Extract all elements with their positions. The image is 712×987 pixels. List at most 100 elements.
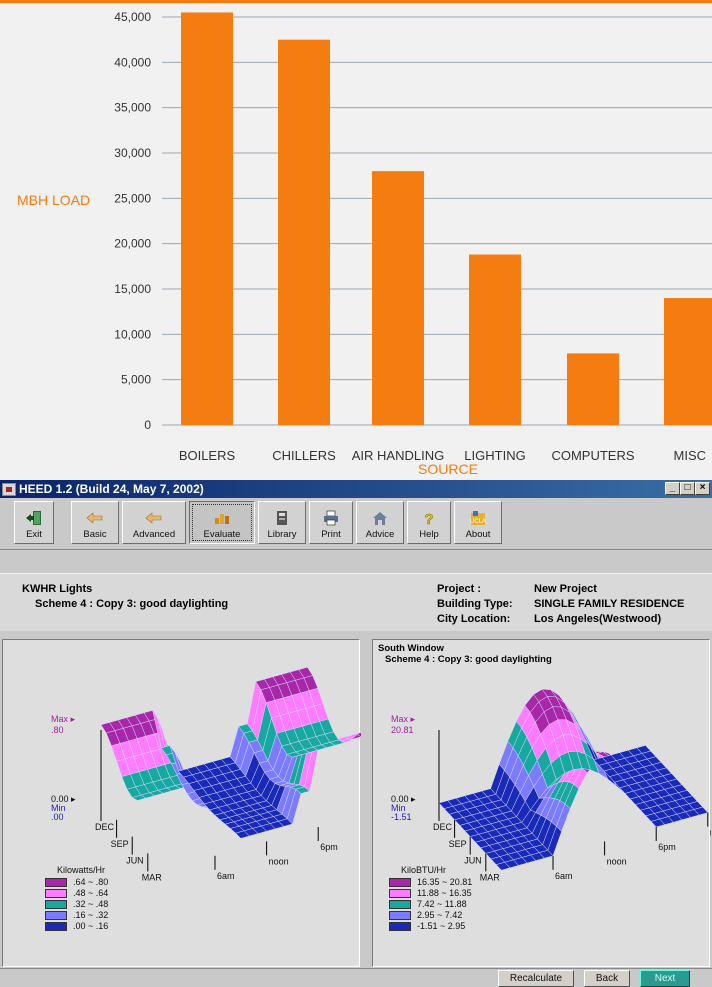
bar-boilers (181, 12, 233, 425)
y-tick-label: 5,000 (121, 373, 151, 387)
y-tick-label: 45,000 (114, 10, 151, 24)
project-value: New Project (534, 583, 597, 595)
x-tick-label: BOILERS (179, 448, 236, 463)
south-window-plot: South Window Scheme 4 : Copy 3: good day… (372, 639, 711, 967)
legend-range: .16 ~ .32 (73, 910, 109, 920)
recalculate-button[interactable]: Recalculate (498, 970, 574, 987)
y-tick-label: 25,000 (114, 191, 151, 205)
hour-label: 6pm (658, 842, 676, 852)
plot-scheme: Scheme 4 : Copy 3: good daylighting (385, 654, 552, 665)
help-button[interactable]: ? Help (407, 501, 451, 544)
legend-swatch (389, 922, 411, 931)
next-button[interactable]: Next (640, 970, 690, 987)
month-label: SEP (111, 839, 129, 849)
evaluate-button[interactable]: Evaluate (189, 501, 255, 544)
min-value: -1.51 (391, 812, 412, 822)
library-label: Library (267, 529, 297, 540)
heed-window: HEED 1.2 (Build 24, May 7, 2002) _ □ × E… (0, 480, 712, 987)
zero-value: 0.00 ▸ (51, 794, 76, 804)
min-label: Min (391, 803, 406, 813)
bar-lighting (469, 254, 521, 425)
svg-text:?: ? (424, 511, 433, 526)
advice-label: Advice (365, 529, 395, 540)
maximize-button[interactable]: □ (680, 482, 695, 495)
basic-button[interactable]: Basic (71, 501, 119, 544)
project-header: KWHR Lights Scheme 4 : Copy 3: good dayl… (0, 573, 712, 631)
legend-range: .00 ~ .16 (73, 921, 109, 931)
printer-icon (324, 510, 338, 526)
evaluate-icon (215, 514, 229, 524)
svg-text:UCLA: UCLA (470, 519, 486, 525)
bar-chillers (278, 39, 330, 426)
city-location-value: Los Angeles(Westwood) (534, 613, 662, 625)
surface-plot-right: DEC SEP JUN MAR midnight 6pm noon 6am Max ▸20.81… (391, 688, 711, 882)
hour-label: 6am (217, 871, 235, 881)
evaluate-label: Evaluate (203, 529, 241, 540)
month-label: JUN (126, 856, 144, 866)
legend-range: 16.35 ~ 20.81 (417, 877, 473, 887)
x-tick-label: AIR HANDLING (352, 448, 444, 463)
bar-chart-panel: 45,000 40,000 35,000 30,000 25,000 20,000 15,0… (0, 0, 712, 480)
advanced-label: Advanced (132, 529, 176, 540)
toolbar: Exit Basic Advanced Evaluate (0, 498, 712, 550)
y-axis-title: MBH LOAD (17, 192, 90, 208)
print-label: Print (321, 529, 341, 540)
legend-swatch (45, 922, 67, 931)
building-type-value: SINGLE FAMILY RESIDENCE (534, 598, 685, 610)
legend-title: KiloBTU/Hr (401, 865, 447, 875)
surface-plot-left: DECSEPJUNMARmidnight6pmnoon6amMax ▸.800.… (51, 666, 361, 882)
back-button[interactable]: Back (584, 970, 630, 987)
hour-label: 6pm (320, 842, 338, 852)
basic-label: Basic (83, 529, 107, 540)
month-label: MAR (480, 872, 501, 882)
y-tick-label: 20,000 (114, 237, 151, 251)
advice-icon (373, 512, 387, 525)
legend-swatch (45, 911, 67, 920)
max-value: .80 (51, 725, 64, 735)
exit-button[interactable]: Exit (14, 501, 54, 544)
about-button[interactable]: UCLA About (454, 501, 502, 544)
x-tick-label: CHILLERS (272, 448, 336, 463)
exit-label: Exit (26, 529, 42, 540)
close-button[interactable]: × (695, 482, 710, 495)
bar-misc (664, 298, 712, 425)
surface-cell (636, 745, 652, 754)
exit-icon (26, 511, 41, 525)
legend-range: 2.95 ~ 7.42 (417, 910, 463, 920)
bar-computers (567, 353, 619, 425)
advice-button[interactable]: Advice (356, 501, 404, 544)
scheme-name: Scheme 4 : Copy 3: good daylighting (35, 598, 229, 610)
hour-label: midnight (710, 828, 711, 838)
legend-swatch (45, 889, 67, 898)
y-tick-label: 10,000 (114, 327, 151, 341)
legend-swatch (45, 900, 67, 909)
hour-label: noon (607, 856, 627, 866)
y-tick-label: 0 (144, 418, 151, 432)
legend-range: .48 ~ .64 (73, 888, 109, 898)
x-axis-title: SOURCE (418, 461, 478, 477)
month-label: DEC (95, 822, 115, 832)
library-button[interactable]: Library (258, 501, 306, 544)
surface-cell (298, 666, 313, 679)
title-bar[interactable]: HEED 1.2 (Build 24, May 7, 2002) _ □ × (0, 480, 712, 498)
print-button[interactable]: Print (309, 501, 353, 544)
min-label: Min (51, 803, 66, 813)
x-tick-label: MISC (674, 448, 707, 463)
kwhr-lights-plot: DECSEPJUNMARmidnight6pmnoon6amMax ▸.800.… (2, 639, 361, 967)
building-type-label: Building Type: (437, 598, 513, 610)
window-title: HEED 1.2 (Build 24, May 7, 2002) (19, 482, 204, 496)
max-label: Max ▸ (391, 714, 416, 724)
y-tick-label: 40,000 (114, 55, 151, 69)
legend-swatch (389, 900, 411, 909)
y-tick-label: 30,000 (114, 146, 151, 160)
max-label: Max ▸ (51, 714, 76, 724)
legend-range: 7.42 ~ 11.88 (417, 899, 467, 909)
advanced-button[interactable]: Advanced (122, 501, 186, 544)
minimize-button[interactable]: _ (665, 482, 680, 495)
arrow-left-icon (86, 512, 103, 524)
y-tick-label: 15,000 (114, 282, 151, 296)
x-tick-label: LIGHTING (464, 448, 525, 463)
month-label: JUN (464, 856, 482, 866)
legend-swatch (389, 889, 411, 898)
bar-chart: 45,000 40,000 35,000 30,000 25,000 20,000 15,0… (17, 10, 712, 477)
